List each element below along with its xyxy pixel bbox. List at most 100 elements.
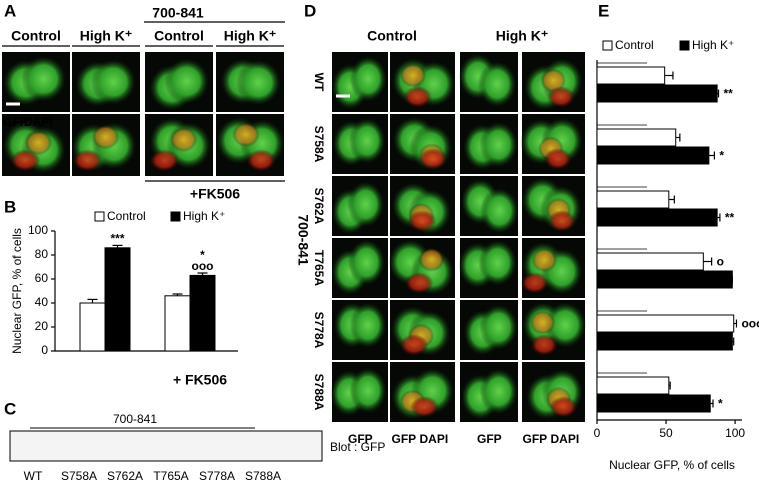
x-tick-label: 100	[725, 426, 745, 440]
nucleus	[531, 247, 557, 272]
nucleus	[404, 272, 434, 294]
nucleus	[232, 122, 260, 147]
nucleus	[246, 149, 277, 172]
panel-label: A	[4, 1, 16, 20]
row-label: WT	[312, 73, 326, 92]
significance: o	[717, 255, 724, 269]
nucleus	[149, 149, 180, 172]
column-label: Control	[154, 28, 204, 44]
lane-label: S788A	[245, 469, 281, 483]
nucleus	[399, 334, 429, 356]
bar	[596, 128, 677, 147]
row-label: S762A	[312, 188, 326, 225]
cell-gfp	[21, 56, 67, 102]
lane-label: S778A	[199, 469, 235, 483]
panel-label: B	[4, 197, 16, 216]
nucleus	[543, 148, 572, 170]
legend-label: Control	[107, 209, 146, 223]
panel-label: E	[598, 1, 609, 20]
nucleus	[24, 130, 53, 156]
bar	[79, 302, 106, 352]
y-tick-label: 80	[35, 247, 49, 261]
cell-gfp	[480, 187, 519, 234]
treatment-label: +FK506	[190, 186, 240, 202]
column-label: Control	[11, 28, 61, 44]
lane-label: WT	[24, 469, 43, 483]
lane-label: S758A	[61, 469, 97, 483]
cell-gfp	[347, 181, 385, 228]
legend-swatch	[94, 211, 105, 222]
cell-gfp	[544, 302, 587, 348]
cell-gfp	[478, 61, 517, 107]
stain-label: GFP	[392, 432, 417, 446]
stain-label: GFP	[348, 432, 373, 446]
legend-label: High K⁺	[692, 38, 734, 52]
stain-label: GFP	[477, 432, 502, 446]
cell-gfp	[479, 368, 518, 415]
y-tick-label: 20	[35, 319, 49, 333]
significance: ooo	[741, 317, 759, 331]
column-label: Control	[367, 28, 417, 44]
column-label: High K⁺	[224, 28, 277, 44]
blot	[9, 430, 323, 462]
significance: ***	[110, 232, 124, 246]
stain-label: DAPI	[551, 432, 580, 446]
significance: *	[200, 248, 205, 262]
stain-label: GFP	[523, 432, 548, 446]
panel-label: C	[4, 399, 16, 418]
bar	[596, 146, 710, 165]
legend-swatch	[679, 40, 690, 51]
nucleus	[530, 310, 556, 335]
bar	[164, 295, 191, 352]
cell-gfp	[348, 118, 386, 164]
legend-label: High K⁺	[183, 209, 225, 223]
panel-title: 700-841	[113, 412, 157, 426]
micrographs	[2, 52, 587, 450]
cell-gfp	[235, 59, 281, 106]
row-label: T765A	[312, 250, 326, 286]
y-tick-label: 60	[35, 271, 49, 285]
nucleus	[520, 272, 549, 294]
bar	[104, 247, 131, 352]
cell-gfp	[349, 367, 387, 414]
nucleus	[72, 149, 103, 172]
cell-gfp	[479, 304, 518, 351]
cell-gfp	[479, 121, 518, 168]
column-label: High K⁺	[496, 28, 549, 44]
row-label: S778A	[312, 312, 326, 349]
legend-label: Control	[615, 38, 654, 52]
y-tick-label: 100	[28, 223, 48, 237]
bar	[596, 252, 704, 271]
bar	[596, 270, 733, 289]
x-tick-label: 0	[594, 426, 601, 440]
nucleus	[549, 396, 578, 418]
blot-label: Blot : GFP	[330, 440, 385, 454]
significance: **	[725, 211, 735, 225]
bar	[189, 274, 216, 352]
nucleus	[548, 210, 576, 232]
x-tick-label: 50	[659, 426, 673, 440]
nucleus	[92, 124, 120, 150]
column-label: High K⁺	[80, 28, 133, 44]
nucleus	[530, 334, 559, 356]
stain-label: DAPI	[420, 432, 449, 446]
lane-label: S762A	[107, 469, 143, 483]
stain-label: GFP	[3, 115, 28, 129]
nucleus	[418, 148, 448, 170]
stain-label: DAPI	[24, 115, 53, 129]
bar	[596, 314, 735, 333]
nucleus	[400, 63, 427, 88]
legend-swatch	[170, 211, 181, 222]
legend-swatch	[602, 40, 613, 51]
cell-gfp	[90, 59, 136, 105]
row-label: S788A	[312, 374, 326, 411]
construct-label: 700-841	[295, 214, 311, 266]
cell-gfp	[348, 239, 386, 286]
cell-gfp	[164, 58, 210, 105]
x-tick-label: + FK506	[173, 372, 227, 388]
y-axis-label: Nuclear GFP, % of cells	[10, 228, 24, 354]
significance: ooo	[192, 259, 214, 273]
bar	[596, 376, 670, 395]
